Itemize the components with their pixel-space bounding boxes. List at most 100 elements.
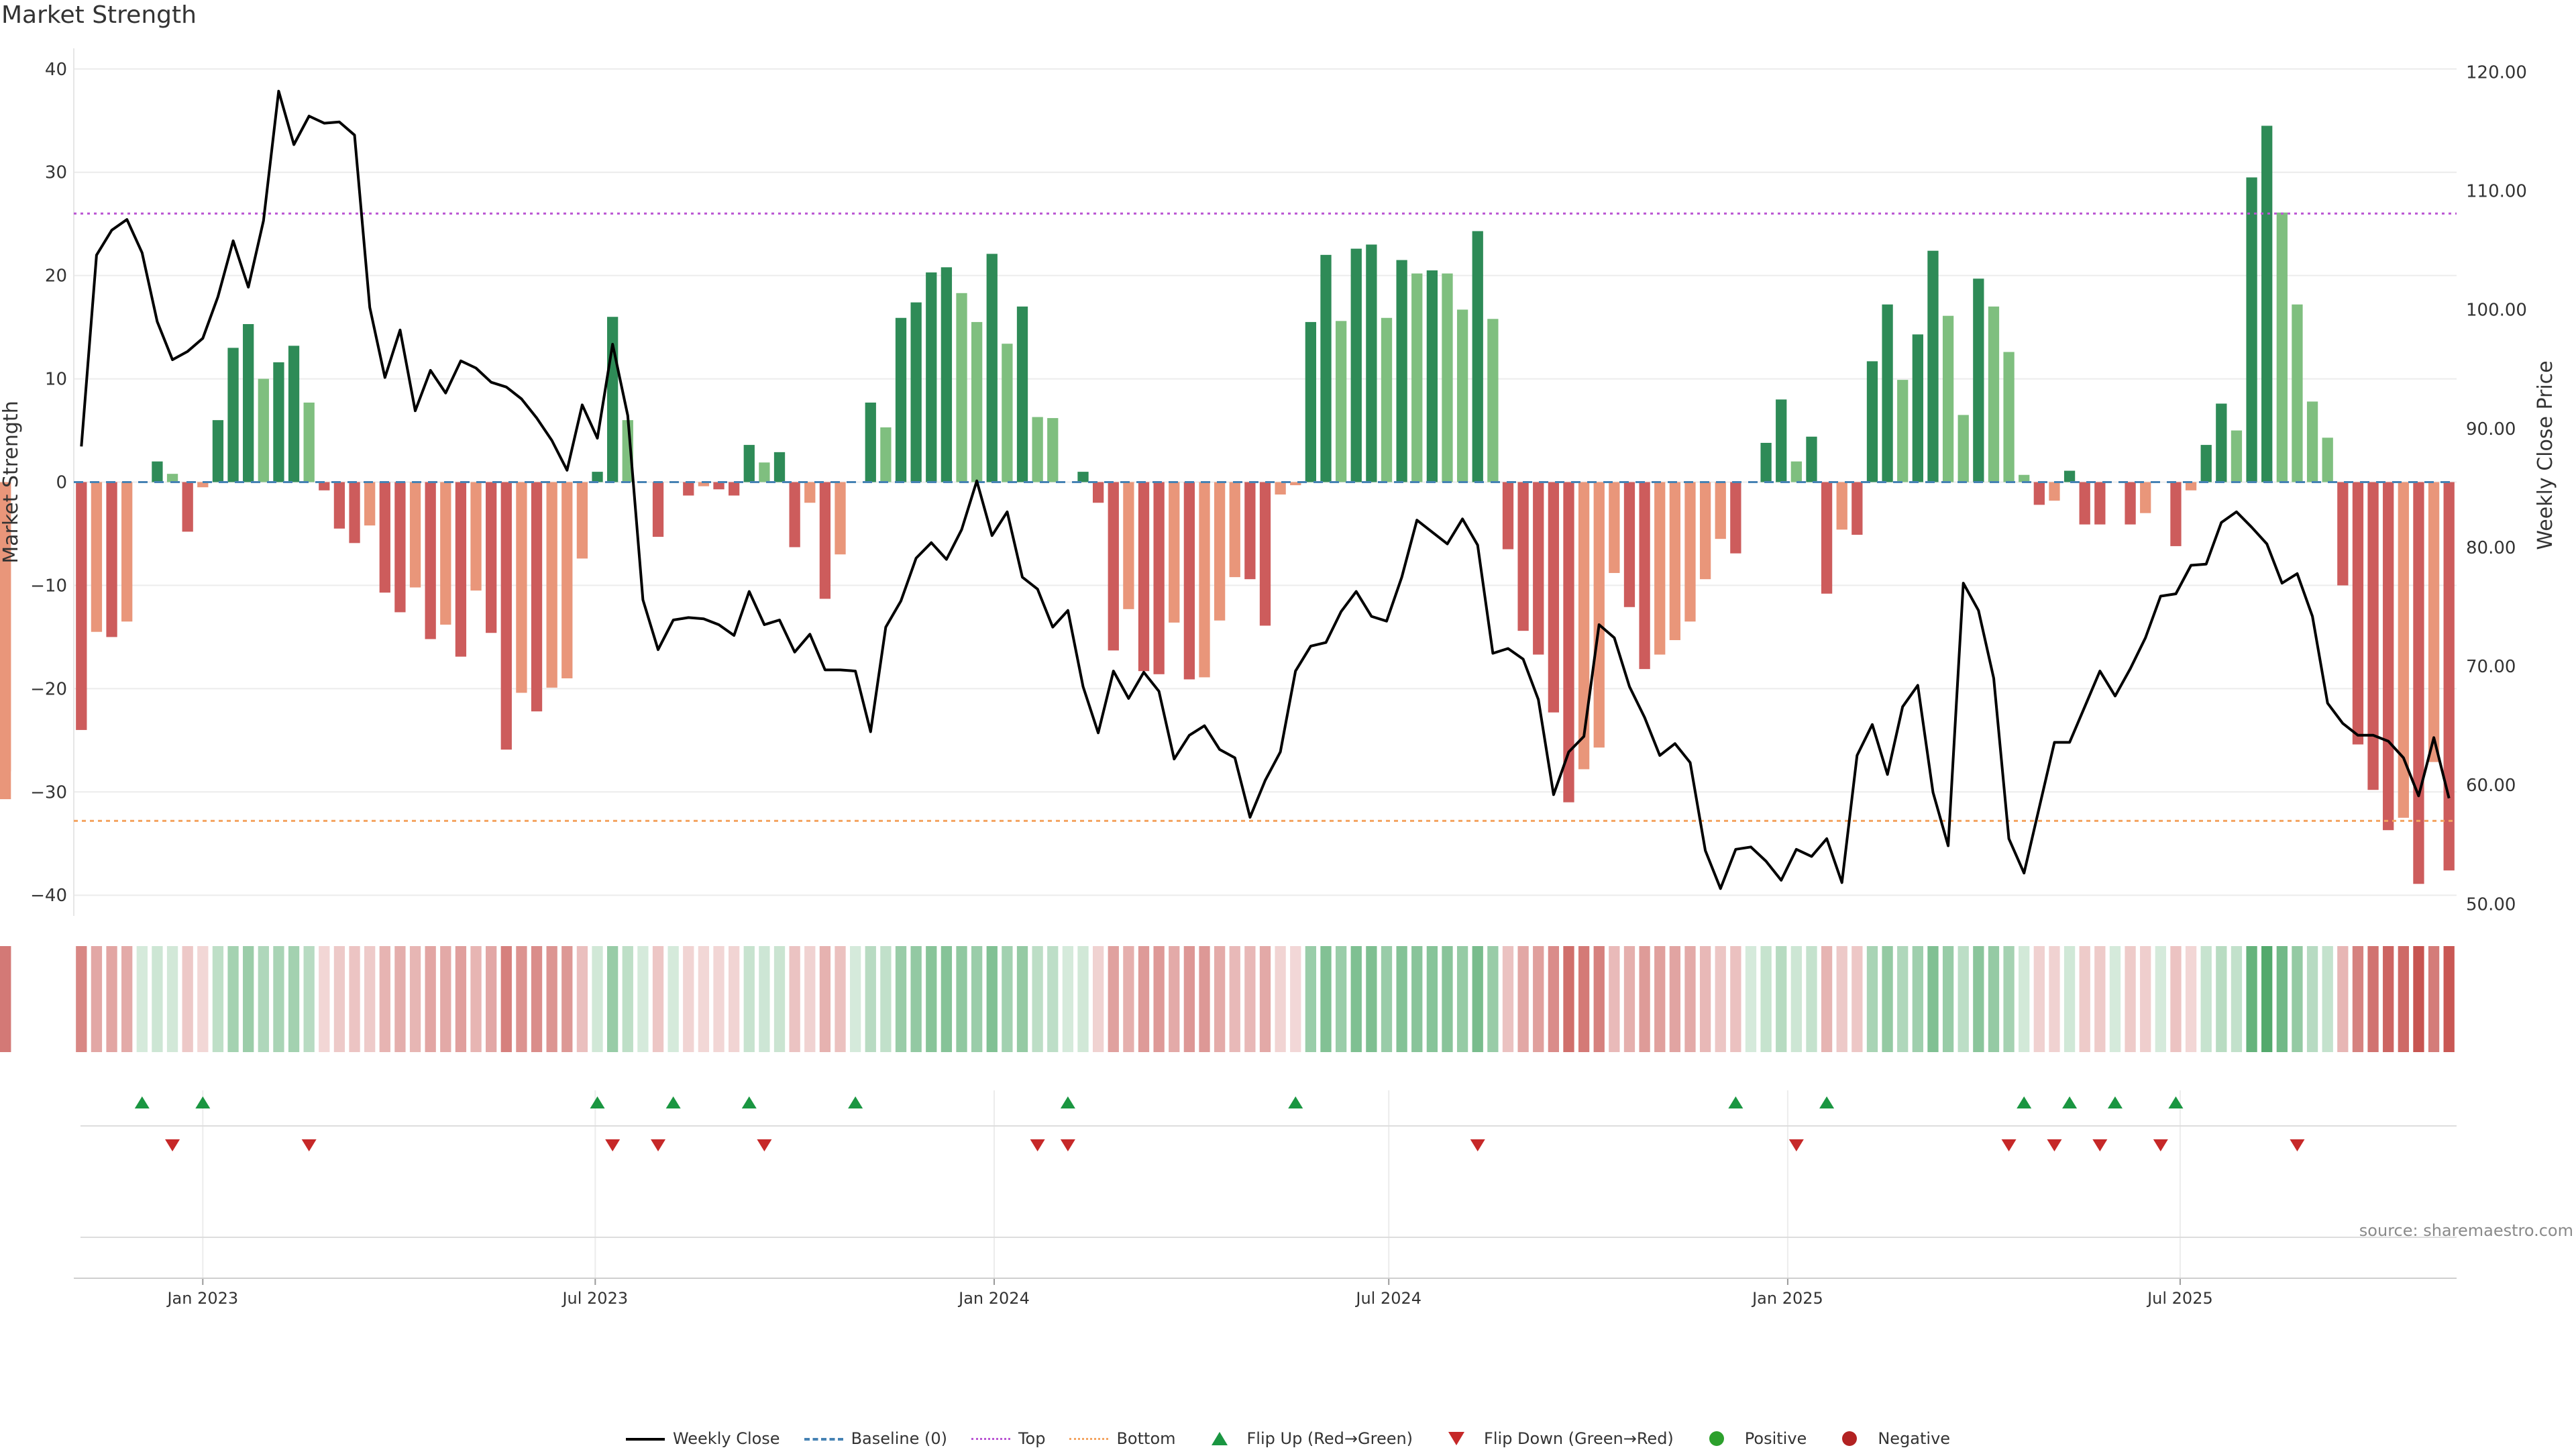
strength-bar	[273, 362, 284, 482]
weekly-close-series	[80, 89, 2451, 890]
heat-cell	[76, 946, 87, 1052]
strength-bar	[1548, 482, 1560, 713]
heat-cell	[1745, 946, 1757, 1052]
heat-cell	[1866, 946, 1878, 1052]
heat-cell	[1942, 946, 1954, 1052]
flip-down-marker	[757, 1139, 772, 1151]
strength-bar	[1730, 482, 1741, 554]
strength-bar	[729, 482, 740, 496]
strength-bar	[546, 482, 557, 688]
heat-cell	[1897, 946, 1909, 1052]
heat-cell	[182, 946, 193, 1052]
legend-item: Baseline (0)	[804, 1429, 947, 1448]
strength-bar	[986, 254, 998, 482]
strength-bar	[1851, 482, 1863, 535]
axes	[73, 48, 2457, 1285]
strength-bar	[319, 482, 330, 490]
strength-bar	[1259, 482, 1271, 626]
heat-cell	[576, 946, 588, 1052]
strength-bar	[1047, 418, 1059, 482]
strength-bar	[2352, 482, 2364, 745]
heat-cell	[546, 946, 557, 1052]
heat-cell	[1517, 946, 1529, 1052]
strength-bar	[2063, 470, 2076, 482]
heat-cell	[956, 946, 967, 1052]
y-tick-label: 20	[45, 266, 67, 287]
strength-bar	[2306, 401, 2318, 482]
heat-cell	[804, 946, 816, 1052]
strength-bar	[2079, 482, 2090, 525]
strength-bar	[1502, 482, 1514, 550]
strength-bar	[1108, 482, 1119, 651]
strength-bar	[652, 482, 664, 537]
heat-cell	[1836, 946, 1847, 1052]
heat-cell	[986, 946, 998, 1052]
strength-bar	[926, 272, 937, 482]
heat-cell	[652, 946, 664, 1052]
heat-cell	[455, 946, 467, 1052]
heat-cell	[1016, 946, 1028, 1052]
legend-item: Flip Down (Green→Red)	[1437, 1429, 1674, 1448]
strength-bar	[227, 348, 239, 482]
axis-labels: 40 30 20 10 0 −10 −20 −30 −40 120.00 110.00 100.00 9…	[0, 60, 2557, 1308]
strength-bar	[1623, 482, 1635, 607]
strength-bar	[1669, 482, 1680, 641]
strength-bar	[197, 482, 209, 488]
strength-bar	[1320, 254, 1332, 482]
heat-cell	[243, 946, 254, 1052]
strength-bar	[409, 482, 421, 588]
heat-cell	[926, 946, 937, 1052]
heat-cell	[1047, 946, 1059, 1052]
strength-bar	[1517, 482, 1529, 631]
heat-cell	[1533, 946, 1544, 1052]
heat-cell	[1169, 946, 1180, 1052]
flip-up-marker	[665, 1096, 681, 1108]
flip-up-marker	[2107, 1096, 2123, 1108]
strength-bar	[1229, 482, 1240, 578]
heat-cell	[789, 946, 800, 1052]
heat-cell	[1062, 946, 1074, 1052]
chart-legend: Weekly Close Baseline (0) Top Bottom Flip Up…	[0, 1429, 2576, 1450]
strength-bar	[2003, 352, 2015, 482]
strength-bar	[1366, 244, 1377, 482]
legend-swatch	[971, 1431, 1010, 1446]
strength-bar	[1350, 248, 1362, 482]
strength-bar	[1882, 304, 1893, 482]
heat-cell	[895, 946, 907, 1052]
y-tick-label: −10	[30, 576, 67, 596]
strength-bar	[121, 482, 133, 622]
strength-bar	[773, 452, 786, 482]
heat-cell	[1699, 946, 1711, 1052]
heat-cell	[1259, 946, 1271, 1052]
strength-bar	[1002, 344, 1013, 482]
flip-down-marker	[301, 1139, 317, 1151]
flip-up-marker	[2168, 1096, 2184, 1108]
y2-tick-label: 80.00	[2466, 538, 2516, 558]
strength-bar	[364, 482, 376, 526]
strength-bar	[1472, 231, 1483, 482]
heat-cell	[622, 946, 633, 1052]
strength-bar	[1699, 482, 1711, 580]
heat-cell	[835, 946, 846, 1052]
strength-bar	[2398, 482, 2409, 818]
heat-cell	[2200, 946, 2212, 1052]
chart-title: Market Strength	[1, 1, 197, 29]
heat-cell	[1973, 946, 1984, 1052]
flip-up-marker	[1060, 1096, 1075, 1108]
heat-cell	[971, 946, 983, 1052]
strength-bar	[561, 482, 573, 678]
heat-cell	[1138, 946, 1150, 1052]
flip-up-marker	[1728, 1096, 1743, 1108]
heat-cell	[288, 946, 300, 1052]
heat-cell	[1153, 946, 1165, 1052]
flip-down-marker	[1030, 1139, 1045, 1151]
heat-cell	[1882, 946, 1893, 1052]
heat-cell	[2413, 946, 2424, 1052]
strength-bar	[743, 445, 755, 482]
heat-cell	[1108, 946, 1119, 1052]
strength-bar	[835, 482, 846, 555]
x-tick-label: Jul 2023	[561, 1289, 628, 1308]
heat-cell	[561, 946, 573, 1052]
heat-cell	[212, 946, 224, 1052]
heat-cell	[1684, 946, 1696, 1052]
